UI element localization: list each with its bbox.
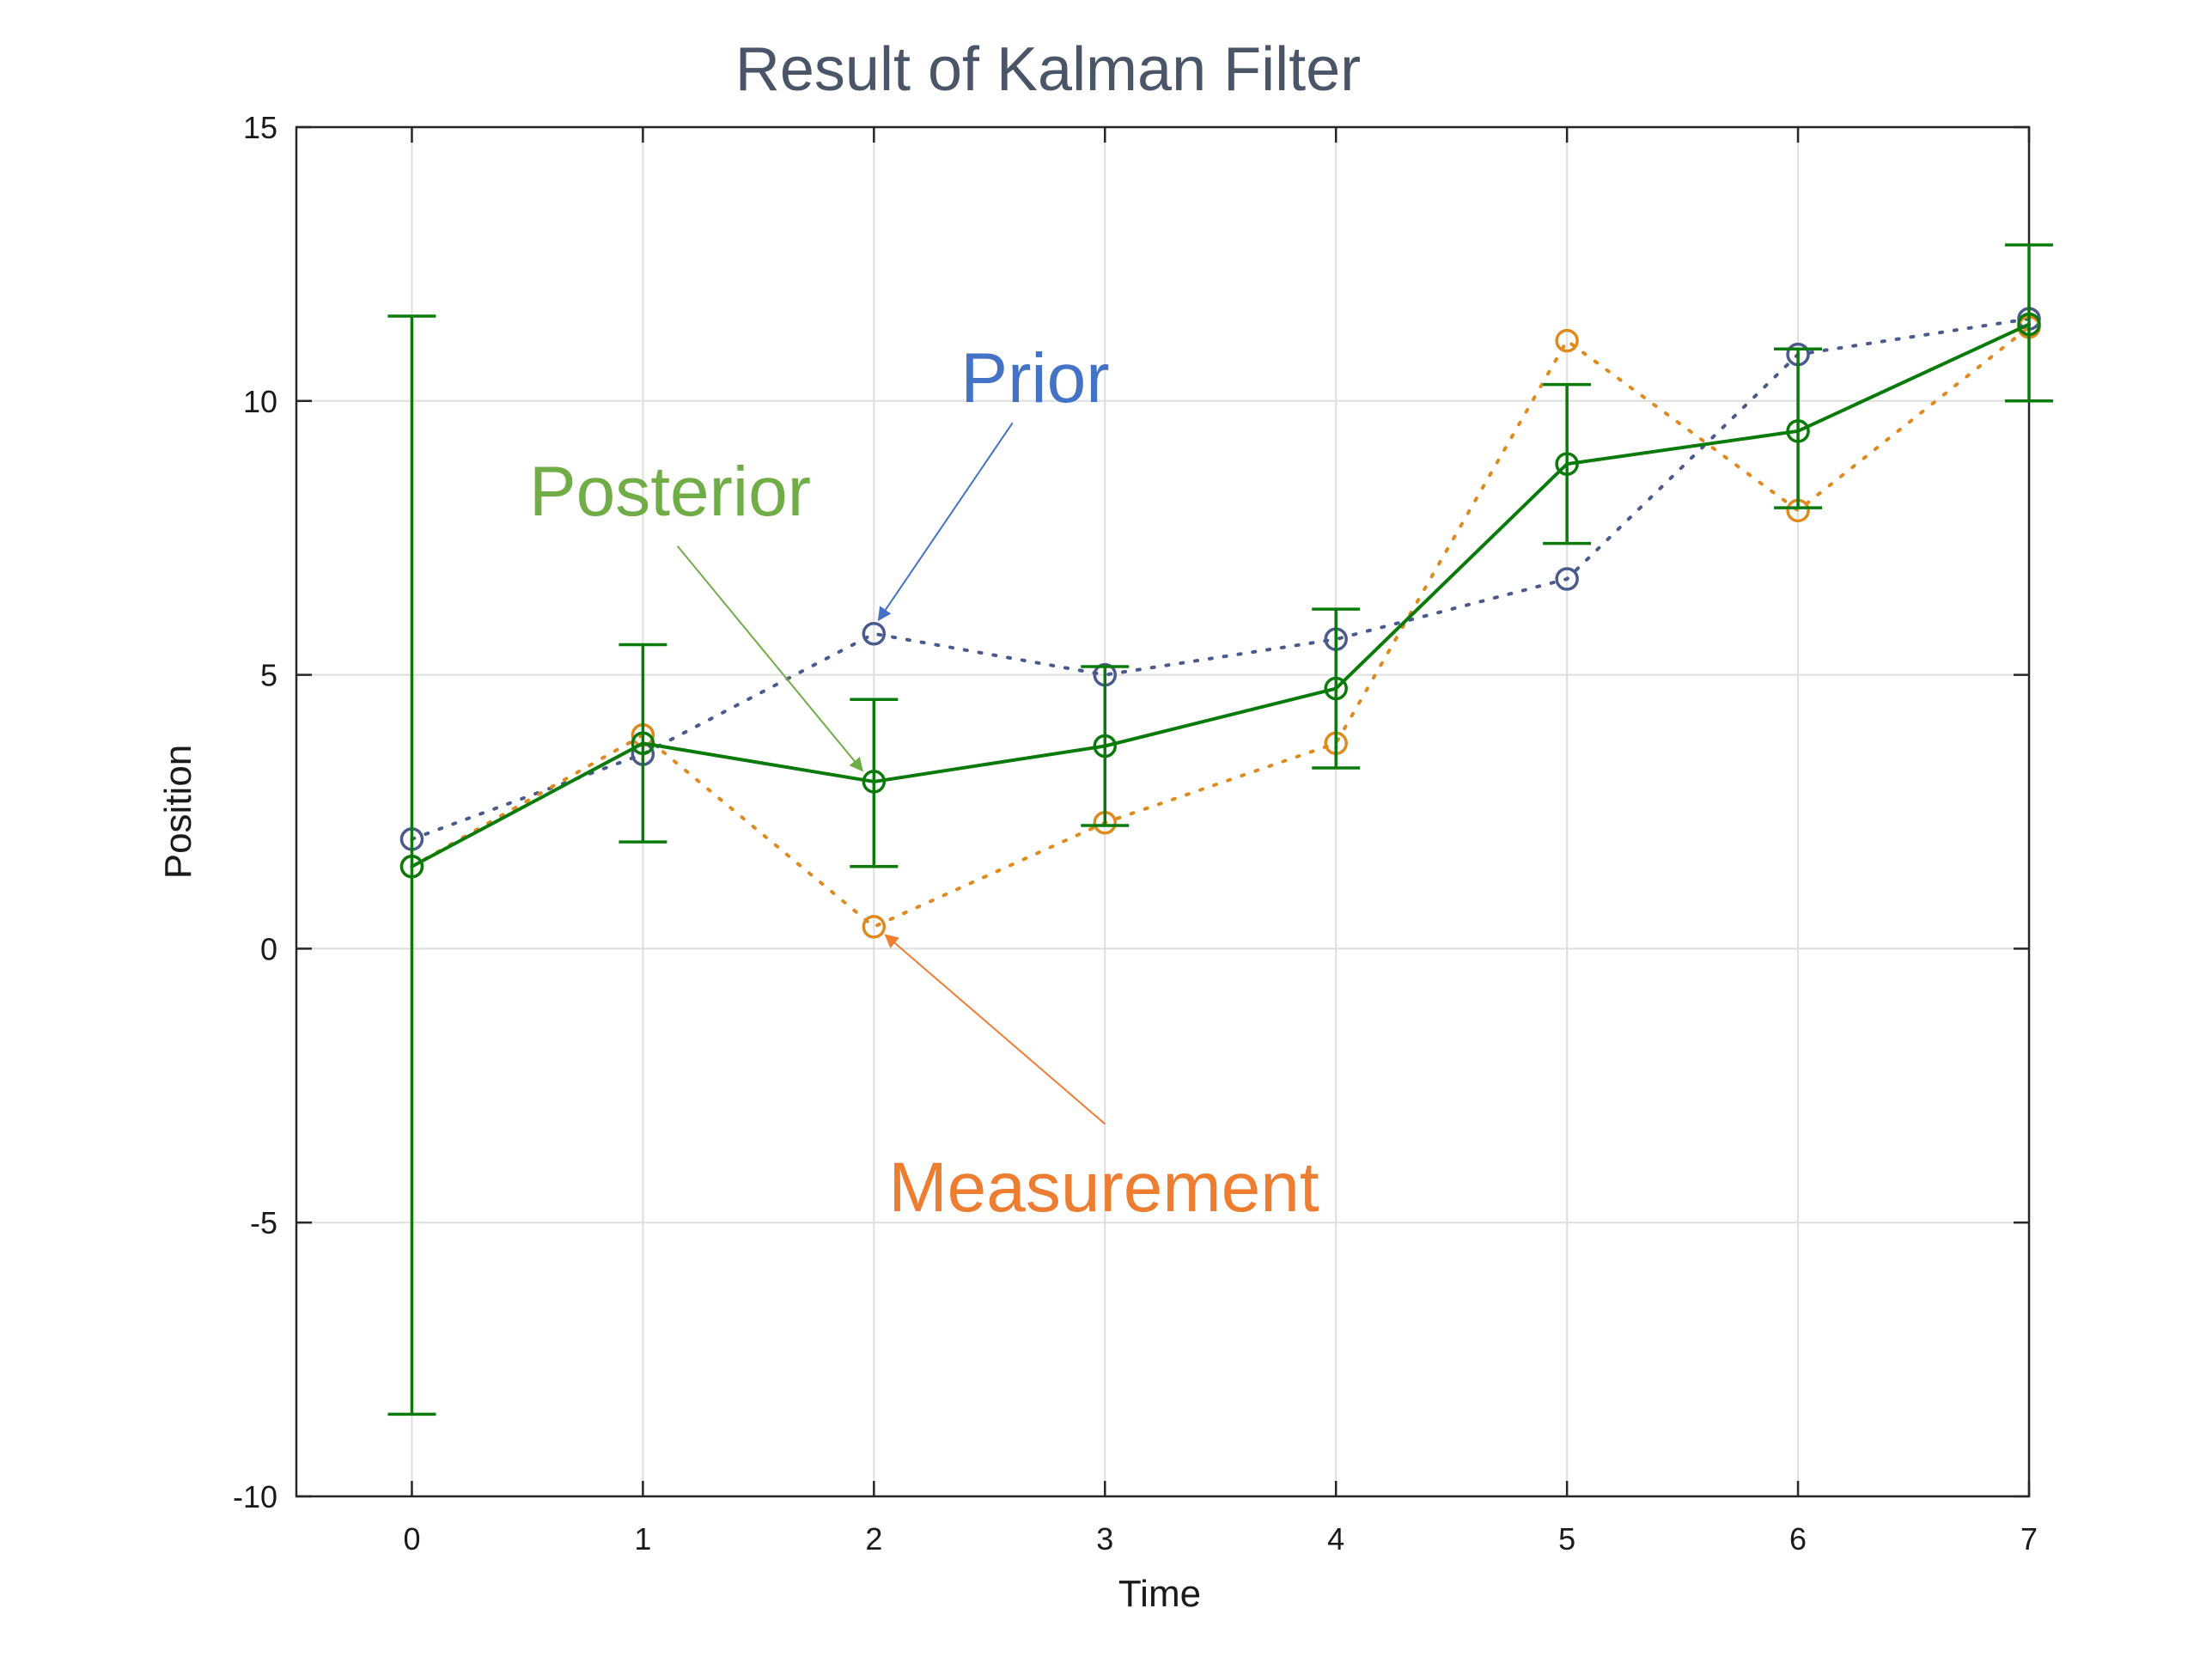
posterior-point	[399, 855, 424, 879]
measurement-point	[862, 915, 887, 939]
posterior-line	[410, 322, 2031, 868]
axes: 0 1 2 3 4 5 6 7 -10 -5 0 5 10 15	[233, 110, 2038, 1556]
annotation-arrow	[877, 422, 1014, 622]
posterior-point	[1324, 676, 1348, 701]
chart-title: Result of Kalman Filter	[735, 35, 1361, 104]
posterior-point	[1555, 452, 1579, 476]
y-tick-label: 0	[260, 931, 277, 966]
x-tick-label: 4	[1327, 1521, 1344, 1556]
x-tick-label: 5	[1558, 1521, 1575, 1556]
posterior-point	[2017, 312, 2041, 337]
x-tick-label: 7	[2020, 1521, 2038, 1556]
posterior-point	[1093, 734, 1118, 758]
grid-lines	[296, 126, 2030, 1497]
y-tick-label: 5	[260, 658, 277, 693]
prior-point	[862, 622, 887, 646]
x-axis-label: Time	[1118, 1573, 1201, 1615]
x-tick-label: 6	[1789, 1521, 1807, 1556]
x-tick-label: 0	[403, 1521, 420, 1556]
y-tick-label: -5	[250, 1205, 277, 1240]
x-tick-label: 2	[865, 1521, 882, 1556]
x-tick-label: 3	[1096, 1521, 1113, 1556]
y-tick-label: -10	[233, 1479, 277, 1514]
y-axis-label: Position	[157, 745, 199, 880]
prior-point	[1555, 567, 1579, 591]
y-tick-label: 15	[243, 110, 277, 145]
annotation-label-posterior: Posterior	[529, 453, 811, 531]
y-tick-label: 10	[243, 384, 277, 419]
annotations: Prior Posterior Measurement	[529, 339, 1319, 1227]
x-tick-label: 1	[634, 1521, 651, 1556]
prior-line	[410, 317, 2031, 841]
measurement-line	[410, 325, 2031, 929]
measurement-series	[399, 314, 2041, 939]
posterior-point	[1786, 419, 1810, 443]
posterior-point	[862, 770, 887, 794]
posterior-series	[387, 243, 2053, 1416]
measurement-point	[1555, 328, 1579, 353]
series	[387, 243, 2053, 1416]
annotation-label-measurement: Measurement	[888, 1148, 1319, 1227]
annotation-label-prior: Prior	[960, 339, 1109, 417]
plot-frame	[295, 125, 2031, 1498]
annotation-arrow	[884, 934, 1106, 1125]
prior-series	[399, 307, 2041, 851]
annotation-arrow	[676, 545, 863, 772]
posterior-point	[631, 731, 655, 756]
